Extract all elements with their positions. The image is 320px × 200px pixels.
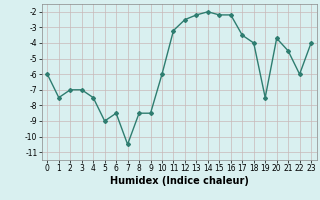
X-axis label: Humidex (Indice chaleur): Humidex (Indice chaleur) xyxy=(110,176,249,186)
